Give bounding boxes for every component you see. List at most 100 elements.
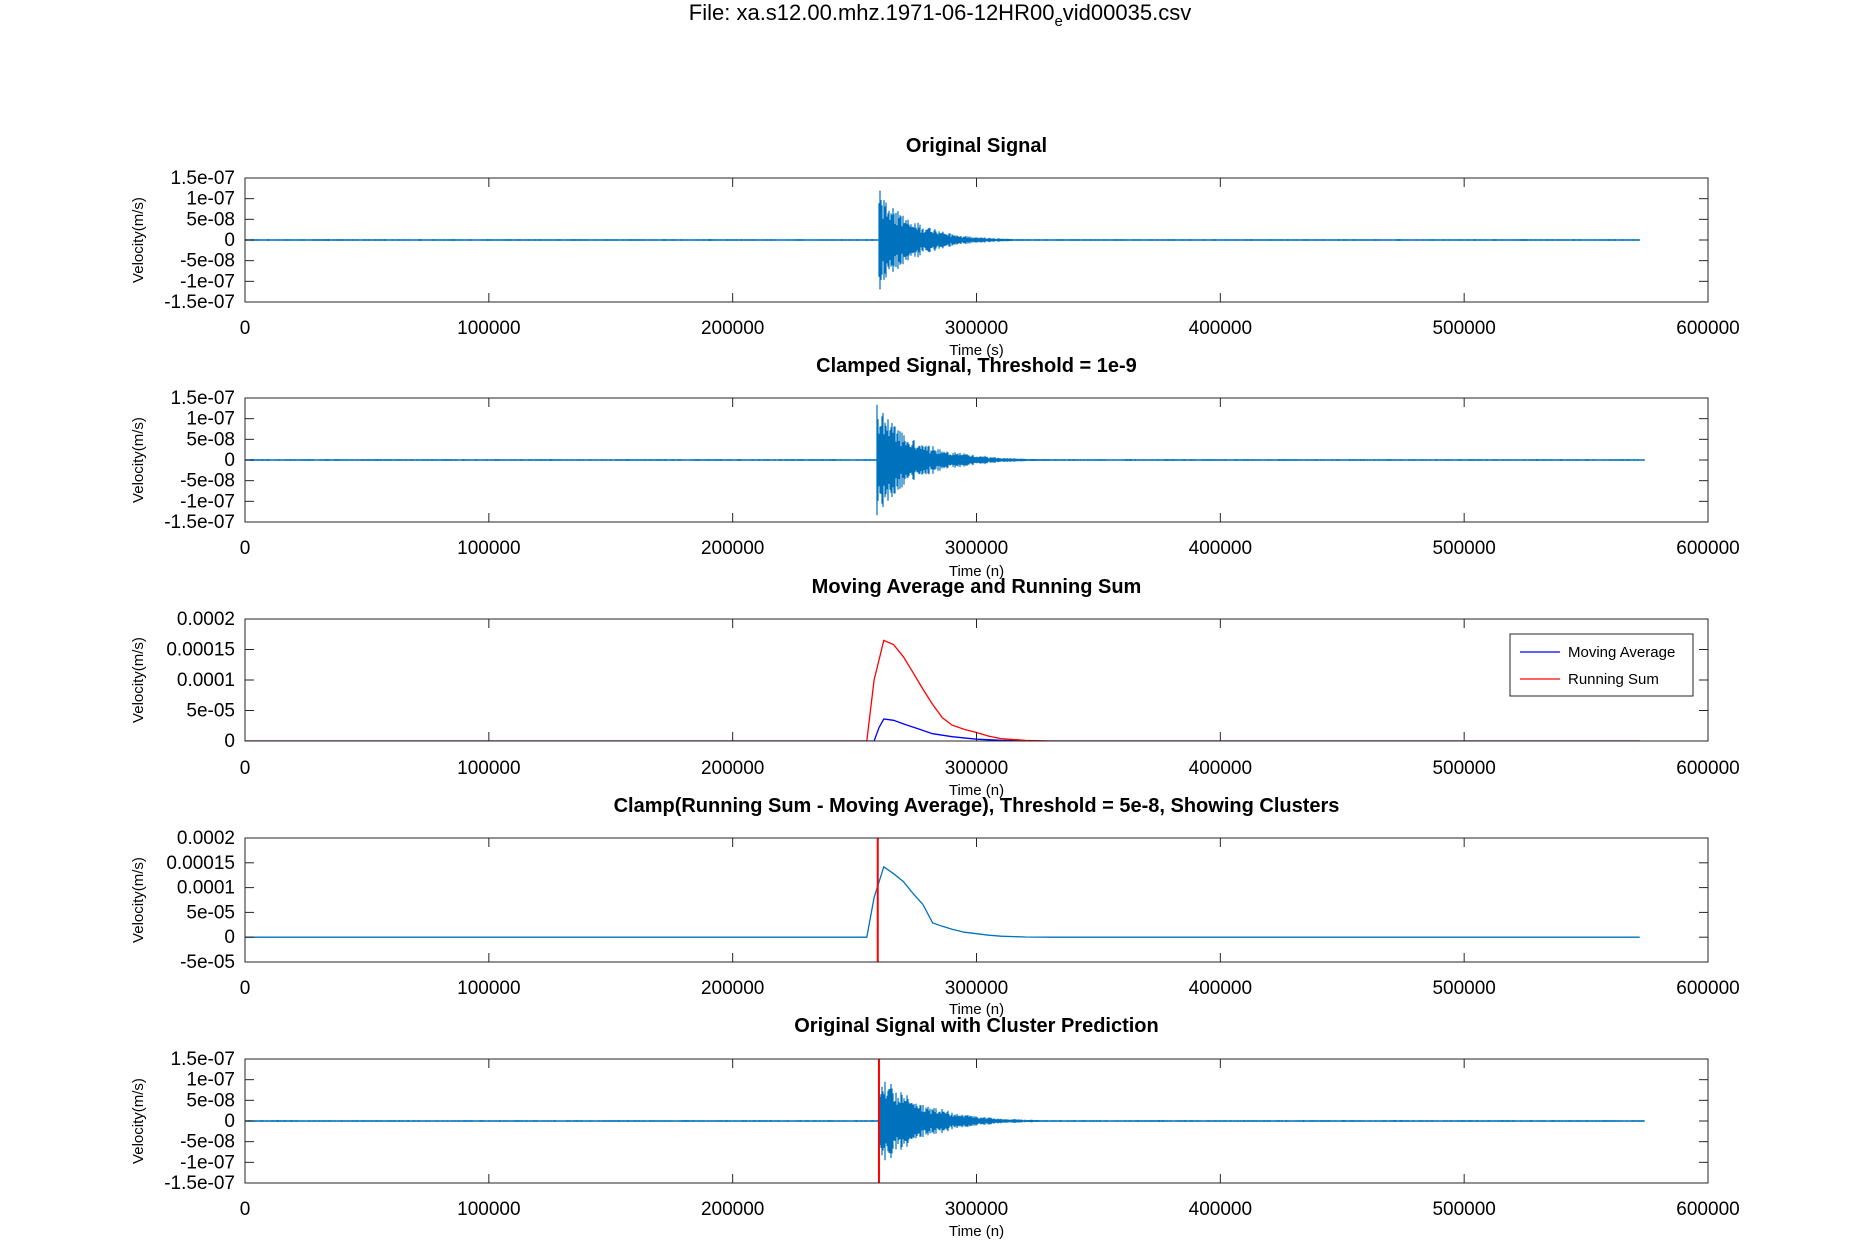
y-tick-label: 1e-07 [186, 409, 235, 430]
x-tick-label: 400000 [1189, 758, 1252, 779]
y-axis-label: Velocity(m/s) [130, 637, 147, 723]
plot-area [245, 190, 1640, 290]
y-tick-label: -5e-08 [180, 471, 235, 492]
legend-label: Moving Average [1568, 644, 1675, 661]
x-axis-label: Time (n) [949, 782, 1004, 799]
figure-title-subscript: e [1054, 13, 1062, 30]
y-tick-label: 0.00015 [166, 640, 235, 661]
y-tick-label: 1.5e-07 [171, 168, 235, 189]
x-tick-label: 100000 [457, 978, 520, 999]
y-tick-label: 0.00015 [166, 853, 235, 874]
subplots: Original Signal 0 100000 200000 300000 400000… [130, 135, 1740, 1240]
x-tick-label: 500000 [1432, 318, 1495, 339]
x-axis-label: Time (n) [949, 1001, 1004, 1018]
y-tick-label: 1e-07 [186, 1070, 235, 1091]
y-tick-label: -1.5e-07 [164, 1173, 235, 1194]
y-tick-label: 0.0002 [177, 828, 235, 849]
x-tick-label: 500000 [1432, 758, 1495, 779]
x-tick-label: 200000 [701, 758, 764, 779]
figure-title-prefix: File: xa.s12.00.mhz.1971-06-12HR00 [689, 0, 1055, 25]
y-tick-label: -1e-07 [180, 271, 235, 292]
x-axis-label: Time (n) [949, 1223, 1004, 1240]
x-tick-label: 600000 [1676, 538, 1739, 559]
x-tick-label: 400000 [1189, 1199, 1252, 1220]
x-tick-label: 0 [240, 758, 251, 779]
x-tick-label: 0 [240, 978, 251, 999]
plot-area [245, 1059, 1645, 1183]
x-tick-label: 600000 [1676, 758, 1739, 779]
legend: Moving Average Running Sum [1509, 633, 1694, 697]
x-tick-label: 400000 [1189, 318, 1252, 339]
y-tick-label: 0.0001 [177, 878, 235, 899]
subplot-title: Clamped Signal, Threshold = 1e-9 [816, 355, 1137, 377]
x-tick-label: 100000 [457, 1199, 520, 1220]
y-tick-label: 1.5e-07 [171, 388, 235, 409]
legend-box [1509, 633, 1694, 697]
y-axis-label: Velocity(m/s) [130, 1078, 147, 1164]
y-tick-label: -5e-08 [180, 1132, 235, 1153]
y-tick-label: -1.5e-07 [164, 292, 235, 313]
y-tick-label: -1e-07 [180, 1152, 235, 1173]
y-tick-label: 1.5e-07 [171, 1049, 235, 1070]
y-axis-label: Velocity(m/s) [130, 857, 147, 943]
x-tick-label: 300000 [945, 758, 1008, 779]
series-line-running-sum [245, 639, 1640, 741]
y-tick-label: 5e-08 [186, 429, 235, 450]
y-tick-label: 5e-08 [186, 209, 235, 230]
x-tick-label: 300000 [945, 978, 1008, 999]
x-tick-label: 100000 [457, 758, 520, 779]
legend-label: Running Sum [1568, 671, 1659, 688]
x-tick-label: 0 [240, 318, 251, 339]
plot-area [245, 838, 1640, 962]
y-tick-label: 0 [224, 1111, 235, 1132]
subplot-title: Original Signal with Cluster Prediction [794, 1015, 1159, 1037]
figure-title-suffix: vid00035.csv [1063, 0, 1191, 25]
x-tick-label: 300000 [945, 538, 1008, 559]
plot-area [245, 639, 1640, 741]
y-tick-label: 0.0002 [177, 609, 235, 630]
x-tick-label: 500000 [1432, 978, 1495, 999]
y-tick-label: -1.5e-07 [164, 512, 235, 533]
subplot-5: Original Signal with Cluster Prediction 0… [130, 1015, 1740, 1240]
y-tick-label: 1e-07 [186, 189, 235, 210]
x-tick-label: 600000 [1676, 318, 1739, 339]
series-line-clamped-difference [245, 865, 1640, 938]
y-tick-label: -1e-07 [180, 491, 235, 512]
x-tick-label: 400000 [1189, 538, 1252, 559]
y-tick-label: 5e-08 [186, 1090, 235, 1111]
axes-box [244, 618, 1709, 742]
plot-area [245, 404, 1645, 516]
y-tick-label: 0 [224, 450, 235, 471]
x-axis-label: Time (s) [949, 342, 1003, 359]
subplot-title: Original Signal [906, 135, 1047, 157]
y-tick-label: 0 [224, 927, 235, 948]
x-tick-label: 0 [240, 1199, 251, 1220]
series-line-moving-average [245, 718, 1640, 741]
y-tick-label: 0 [224, 230, 235, 251]
x-tick-label: 600000 [1676, 1199, 1739, 1220]
y-axis-label: Velocity(m/s) [130, 197, 147, 283]
x-tick-label: 0 [240, 538, 251, 559]
x-tick-label: 500000 [1432, 1199, 1495, 1220]
subplot-4: Clamp(Running Sum - Moving Average), Thr… [130, 795, 1740, 1018]
x-tick-label: 600000 [1676, 978, 1739, 999]
x-tick-label: 200000 [701, 978, 764, 999]
x-tick-label: 100000 [457, 318, 520, 339]
subplot-3: Moving Average and Running Sum 0 100000 200… [130, 576, 1740, 799]
subplot-2: Clamped Signal, Threshold = 1e-9 0 100000 2… [130, 355, 1740, 580]
axes-box [244, 837, 1709, 963]
y-tick-label: 0.0001 [177, 670, 235, 691]
x-tick-label: 300000 [945, 1199, 1008, 1220]
y-tick-label: 5e-05 [186, 902, 235, 923]
y-tick-label: -5e-08 [180, 251, 235, 272]
subplot-title: Clamp(Running Sum - Moving Average), Thr… [614, 795, 1340, 817]
y-tick-label: 5e-05 [186, 701, 235, 722]
x-tick-label: 100000 [457, 538, 520, 559]
x-tick-label: 300000 [945, 318, 1008, 339]
y-tick-label: -5e-05 [180, 952, 235, 973]
x-tick-label: 200000 [701, 538, 764, 559]
subplot-1: Original Signal 0 100000 200000 300000 400000… [130, 135, 1740, 359]
x-axis-label: Time (n) [949, 563, 1004, 580]
x-tick-label: 200000 [701, 1199, 764, 1220]
